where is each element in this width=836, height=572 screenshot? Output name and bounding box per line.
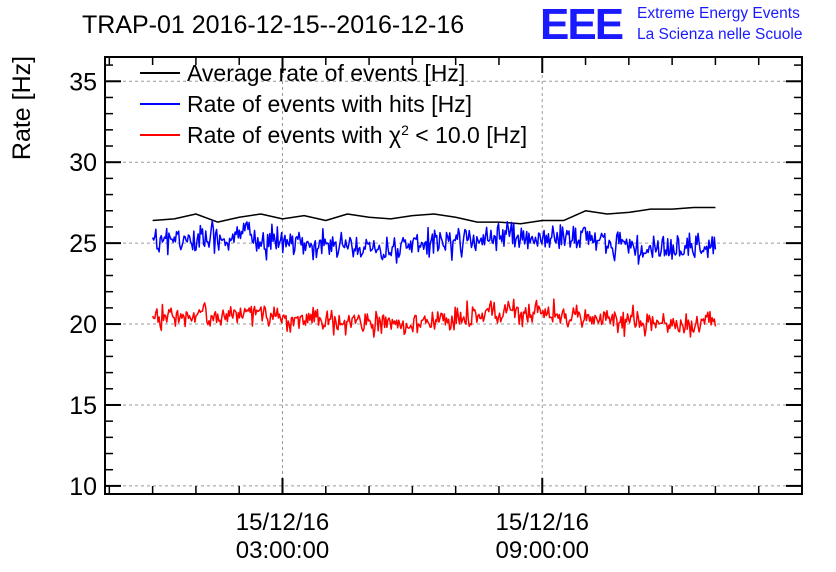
chart-title: TRAP-01 2016-12-15--2016-12-16 [82,11,464,39]
legend-label: Average rate of events [Hz] [187,60,465,86]
y-tick-labels: 10 15 20 25 30 35 [69,68,97,501]
x-tick-label-time: 09:00:00 [496,537,589,564]
eee-logo-line2: La Scienza nelle Scuole [637,26,802,43]
eee-logo-mark: EEE [540,0,623,49]
y-tick-label: 30 [69,149,97,177]
y-tick-label: 25 [69,230,97,258]
x-tick-label-time: 03:00:00 [236,537,329,564]
legend: Average rate of events [Hz] Rate of event… [140,60,527,148]
legend-label: Rate of events with χ2 < 10.0 [Hz] [187,122,527,148]
y-tick-label: 15 [69,392,97,420]
legend-label: Rate of events with hits [Hz] [187,91,472,117]
series-layer [151,206,717,338]
y-tick-label: 35 [69,68,97,96]
series-line-average [152,206,716,225]
x-tick-label-date: 15/12/16 [236,509,329,536]
eee-logo: EEE Extreme Energy Events La Scienza nel… [540,0,802,49]
x-tick-label-date: 15/12/16 [496,509,589,536]
series-line-hits [151,220,717,265]
axis-ticks [105,57,802,494]
eee-logo-line1: Extreme Energy Events [637,5,800,22]
series-line-chi2 [151,298,717,338]
y-tick-label: 20 [69,311,97,339]
y-axis-label: Rate [Hz] [8,56,36,160]
y-tick-label: 10 [69,473,97,501]
